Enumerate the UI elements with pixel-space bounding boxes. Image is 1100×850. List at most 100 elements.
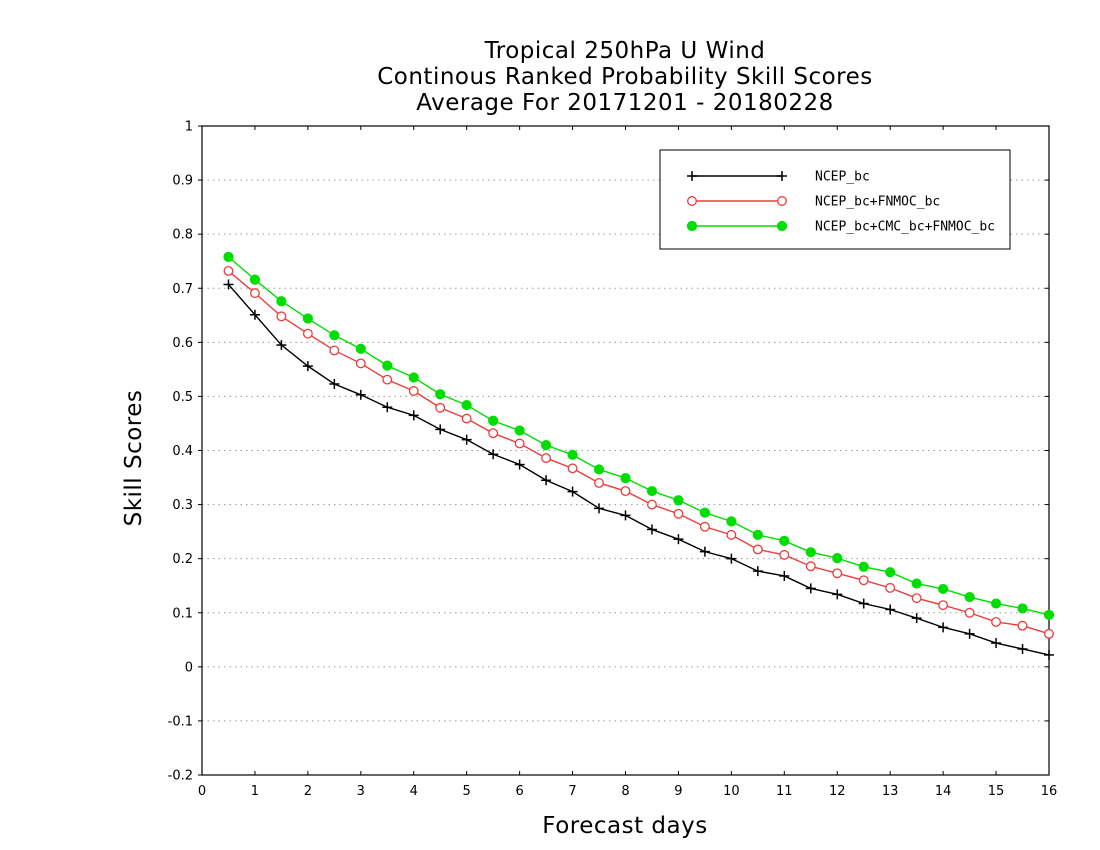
x-tick-label: 12 [829, 784, 846, 799]
data-point-plus [805, 583, 816, 594]
legend-entry-1: NCEP_bc [687, 170, 870, 185]
x-tick-label: 10 [723, 784, 740, 799]
data-point-plus [858, 598, 869, 609]
y-tick-label: 0.2 [172, 552, 193, 567]
data-point-open-circle [964, 607, 975, 618]
x-tick-label: 13 [882, 784, 899, 799]
data-point-open-circle [777, 196, 787, 206]
data-point-plus [911, 613, 922, 624]
x-tick-label: 15 [988, 784, 1005, 799]
data-point-open-circle [726, 529, 737, 540]
gridlines [202, 179, 1049, 722]
data-point-open-circle [408, 386, 419, 396]
data-point-filled-circle [488, 415, 499, 426]
data-point-filled-circle [805, 547, 816, 558]
data-point-open-circle [885, 582, 896, 593]
data-point-plus [355, 389, 366, 400]
data-point-plus [752, 566, 763, 577]
data-point-filled-circle [567, 449, 578, 460]
x-tick-label: 11 [776, 784, 793, 799]
x-tick-label: 3 [357, 784, 365, 799]
y-tick-label: -0.2 [168, 769, 193, 784]
data-point-plus [646, 524, 657, 535]
data-point-filled-circle [673, 495, 684, 506]
data-point-open-circle [488, 428, 499, 439]
y-tick-label: 0.4 [172, 444, 193, 459]
data-point-open-circle [514, 438, 525, 449]
x-axis-label: Forecast days [542, 813, 707, 839]
title-line-3: Average For 20171201 - 20180228 [416, 90, 834, 116]
data-point-plus [673, 534, 684, 545]
x-tick-label: 2 [304, 784, 312, 799]
series-3 [223, 251, 1055, 621]
data-point-filled-circle [276, 296, 287, 307]
series-2 [223, 265, 1054, 639]
legend-entry-3: NCEP_bc+CMC_bc+FNMOC_bc [686, 220, 995, 235]
y-tick-label: 0 [185, 660, 193, 675]
data-point-plus [594, 503, 605, 514]
x-tick-label: 0 [198, 784, 206, 799]
legend-entry-2: NCEP_bc+FNMOC_bc [687, 195, 940, 210]
data-point-plus [276, 340, 287, 351]
data-point-filled-circle [355, 343, 366, 354]
data-point-open-circle [567, 463, 578, 474]
data-point-open-circle [911, 593, 922, 604]
y-tick-label: 0.8 [172, 228, 193, 243]
data-point-open-circle [249, 288, 260, 299]
data-point-plus [938, 622, 949, 633]
data-point-filled-circle [686, 220, 698, 232]
data-point-plus [687, 171, 697, 181]
data-point-filled-circle [832, 553, 843, 564]
data-point-filled-circle [249, 274, 261, 285]
x-tick-label: 9 [674, 784, 682, 799]
series-line [227, 283, 1050, 656]
data-point-open-circle [673, 508, 684, 519]
data-point-open-circle [647, 499, 657, 510]
data-point-plus [832, 589, 843, 600]
x-tick-label: 16 [1041, 784, 1058, 799]
legend-label: NCEP_bc [815, 170, 870, 185]
legend-box [659, 149, 1011, 250]
data-point-filled-circle [911, 578, 922, 589]
data-point-plus [991, 638, 1002, 649]
data-point-open-circle [223, 265, 234, 276]
series-1 [223, 279, 1054, 660]
data-point-filled-circle [858, 561, 869, 572]
data-point-open-circle [594, 478, 604, 488]
legend-label: NCEP_bc+FNMOC_bc [815, 195, 940, 210]
data-point-filled-circle [726, 516, 737, 527]
data-point-open-circle [699, 521, 710, 532]
y-tick-label: 0.6 [172, 336, 193, 351]
data-point-filled-circle [461, 399, 472, 411]
data-point-filled-circle [302, 313, 313, 324]
data-point-plus [567, 486, 578, 497]
x-tick-label: 5 [463, 784, 471, 799]
x-tick-label: 14 [935, 784, 952, 799]
data-point-filled-circle [646, 485, 658, 497]
y-tick-label: 0.1 [172, 606, 193, 621]
data-point-open-circle [329, 345, 340, 356]
data-point-open-circle [805, 561, 816, 572]
data-point-plus [461, 434, 472, 445]
x-tick-label: 8 [621, 784, 629, 799]
data-point-plus [777, 171, 787, 181]
data-point-plus [382, 402, 393, 413]
data-point-open-circle [1017, 620, 1028, 631]
data-point-filled-circle [382, 360, 393, 371]
data-point-plus [488, 449, 499, 460]
legend: NCEP_bc NCEP_bc+FNMOC_bc NCEP_bc+CMC_bc+FN… [659, 149, 1011, 250]
data-point-filled-circle [752, 529, 763, 540]
x-tick-label: 1 [251, 784, 259, 799]
data-point-filled-circle [435, 389, 446, 400]
series-line [228, 256, 1050, 616]
y-tick-label: -0.1 [168, 714, 193, 729]
data-point-open-circle [687, 196, 697, 206]
data-point-open-circle [276, 311, 287, 322]
data-point-plus [249, 309, 260, 320]
y-tick-label: 0.5 [172, 390, 193, 405]
data-point-open-circle [991, 616, 1002, 627]
data-point-plus [223, 279, 234, 290]
data-point-filled-circle [329, 330, 340, 341]
y-tick-label: 0.9 [172, 174, 193, 189]
data-point-open-circle [832, 568, 843, 579]
